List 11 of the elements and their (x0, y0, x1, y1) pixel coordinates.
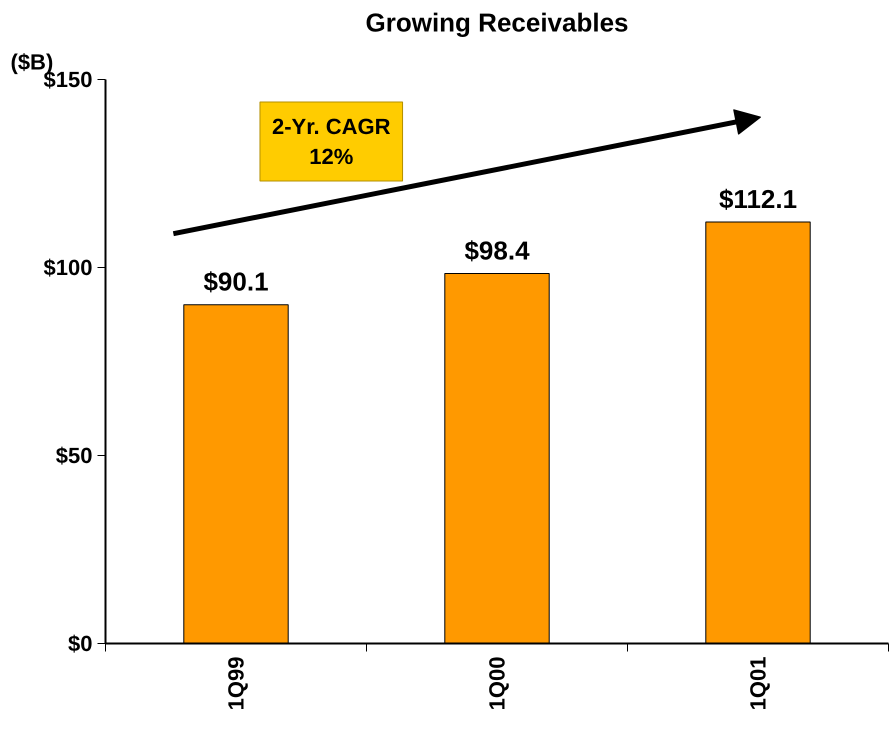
y-tick-label: $50 (56, 443, 93, 468)
x-tick-label: 1Q99 (224, 656, 248, 710)
y-tick-label: $100 (44, 255, 93, 280)
data-label: $90.1 (203, 266, 269, 297)
data-label: $112.1 (718, 184, 798, 214)
x-tick-label: 1Q00 (484, 656, 510, 710)
y-tick-label: $0 (68, 631, 93, 656)
annotation: 2-Yr. CAGR 12% (272, 114, 391, 170)
x-tick-label: 1Q01 (746, 656, 770, 710)
data-label: $98.4 (464, 236, 530, 266)
chart-title: Growing Receivables (366, 8, 628, 38)
